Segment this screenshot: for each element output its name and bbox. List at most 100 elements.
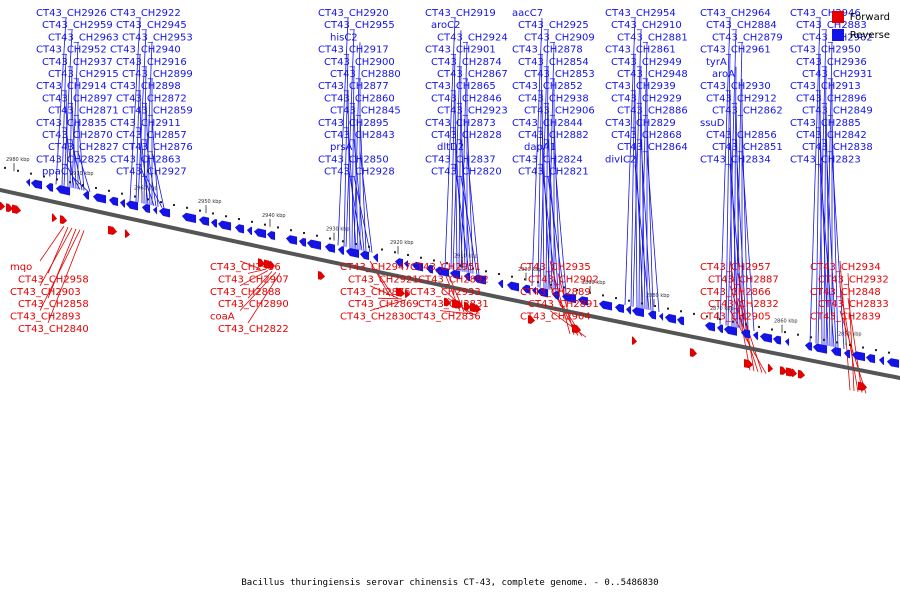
- reverse-leader: [638, 66, 642, 308]
- forward-gene-label: CT43_CH2866: [700, 287, 771, 298]
- track-dot: [316, 234, 318, 237]
- reverse-gene: [463, 272, 471, 282]
- reverse-gene-label: CT43_CH2849: [802, 106, 873, 117]
- reverse-gene-label: CT43_CH2823: [790, 154, 861, 165]
- forward-leader: [847, 273, 855, 391]
- track-dot: [485, 270, 487, 273]
- reverse-leader: [541, 164, 557, 292]
- reverse-gene-label: CT43_CH2953: [122, 32, 193, 43]
- forward-leader: [239, 260, 261, 270]
- reverse-gene-label: divIC2: [605, 154, 636, 165]
- reverse-gene-label: CT43_CH2955: [324, 20, 395, 31]
- forward-leader: [239, 270, 269, 287]
- track-dot: [342, 240, 344, 243]
- forward-gene: [257, 258, 266, 268]
- reverse-leader: [65, 91, 69, 188]
- track-dot: [745, 323, 747, 326]
- reverse-gene-label: CT43_CH2861: [605, 45, 676, 56]
- reverse-gene-label: CT43_CH2856: [706, 130, 777, 141]
- reverse-leader: [351, 66, 355, 249]
- track-dot: [56, 178, 58, 181]
- reverse-gene-label: CT43_CH2919: [425, 8, 496, 19]
- reverse-gene-label: CT43_CH2952: [36, 45, 107, 56]
- ruler-tick-label: 2890 kbp: [582, 280, 606, 286]
- reverse-gene-label: CT43_CH2949: [611, 57, 682, 68]
- reverse-leader: [541, 127, 551, 290]
- reverse-gene-label: CT43_CH2882: [518, 130, 589, 141]
- reverse-gene-label: CT43_CH2870: [42, 130, 113, 141]
- reverse-leader: [831, 115, 839, 348]
- reverse-leader: [55, 17, 67, 185]
- forward-gene-label: coaA: [210, 312, 235, 323]
- reverse-gene-label: aacC7: [512, 8, 543, 19]
- reverse-leader: [646, 115, 654, 311]
- reverse-gene-label: CT43_CH2940: [110, 45, 181, 56]
- forward-gene-label: CT43_CH2833: [818, 299, 889, 310]
- legend-label-forward: Forward: [849, 11, 890, 23]
- forward-gene: [5, 203, 14, 213]
- reverse-gene: [217, 220, 232, 231]
- forward-gene: [463, 301, 472, 311]
- track-dot: [758, 325, 760, 328]
- track-dot: [433, 259, 435, 262]
- legend: Forward Reverse: [831, 8, 890, 44]
- ruler-tick-label: 2870 kbp: [710, 306, 734, 312]
- reverse-leader: [729, 127, 739, 328]
- reverse-gene-label: CT43_CH2936: [796, 57, 867, 68]
- track-dot: [628, 299, 630, 302]
- track-dot: [95, 186, 97, 189]
- reverse-leader: [634, 127, 644, 309]
- forward-gene-label: CT43_CH2892: [418, 274, 489, 285]
- track-dot: [160, 201, 162, 204]
- reverse-gene: [598, 300, 613, 311]
- reverse-gene: [631, 307, 645, 318]
- forward-gene-label: CT43_CH2832: [708, 299, 779, 310]
- forward-gene-label: CT43_CH2887: [708, 274, 779, 285]
- reverse-gene-label: CT43_CH2930: [700, 81, 771, 92]
- reverse-gene-label: CT43_CH2838: [802, 142, 873, 153]
- reverse-gene-label: CT43_CH2827: [48, 142, 119, 153]
- forward-swatch: [831, 11, 844, 23]
- ruler-tick-label: 2980 kbp: [6, 157, 30, 163]
- track-dot: [810, 336, 812, 339]
- reverse-gene-label: CT43_CH2821: [518, 167, 589, 178]
- reverse-leader: [135, 54, 141, 202]
- track-dot: [134, 195, 136, 198]
- reverse-leader: [735, 103, 741, 329]
- forward-gene-label: CT43_CH2875: [340, 287, 411, 298]
- track-dot: [225, 215, 227, 218]
- reverse-gene: [45, 182, 54, 193]
- reverse-gene-label: CT43_CH2852: [512, 81, 583, 92]
- reverse-gene-label: CT43_CH2859: [122, 106, 193, 117]
- reverse-gene: [266, 230, 276, 241]
- forward-leader: [549, 260, 571, 334]
- reverse-gene: [434, 266, 450, 278]
- reverse-gene-label: CT43_CH2917: [318, 45, 389, 56]
- track-dot: [498, 272, 500, 275]
- reverse-gene-label: dltD2: [437, 142, 464, 153]
- reverse-gene: [411, 261, 424, 272]
- forward-leader: [369, 285, 399, 299]
- ruler-tick-label: 2860 kbp: [774, 319, 798, 325]
- reverse-gene: [141, 203, 151, 214]
- reverse-leader: [646, 152, 660, 313]
- forward-gene: [443, 297, 452, 307]
- reverse-leader: [151, 115, 159, 207]
- reverse-gene-label: ppaC: [42, 167, 68, 178]
- reverse-leader: [466, 152, 480, 276]
- forward-gene: [51, 213, 58, 223]
- track-dot: [459, 264, 461, 267]
- forward-gene: [631, 336, 638, 345]
- forward-gene: [0, 201, 6, 211]
- reverse-leader: [137, 30, 147, 203]
- reverse-gene-label: CT43_CH2950: [790, 45, 861, 56]
- track-dot: [420, 256, 422, 259]
- forward-leader: [369, 260, 391, 297]
- forward-gene-label: CT43_CH2839: [810, 312, 881, 323]
- forward-gene-label: CT43_CH2822: [218, 324, 289, 335]
- track-dot: [446, 262, 448, 265]
- forward-gene: [797, 369, 806, 379]
- reverse-gene: [152, 206, 158, 216]
- reverse-gene-label: CT43_CH2874: [431, 57, 502, 68]
- track-dot: [823, 338, 825, 341]
